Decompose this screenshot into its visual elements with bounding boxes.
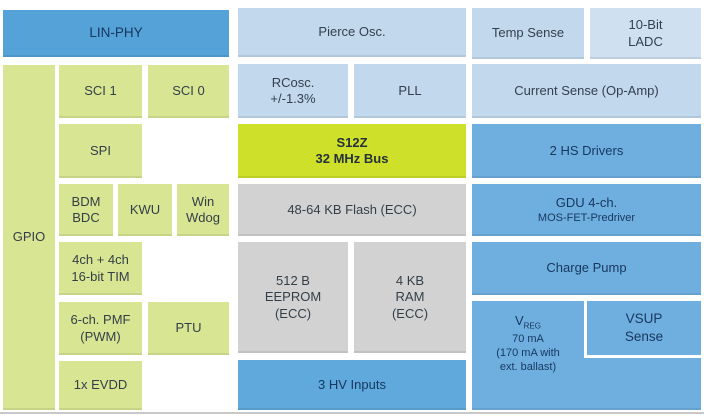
block-s12z-bus: S12Z 32 MHz Bus (238, 124, 466, 178)
block-charge-pump: Charge Pump (472, 242, 701, 295)
block-current-sense-label: Current Sense (Op-Amp) (514, 82, 659, 98)
block-tim: 4ch + 4ch 16-bit TIM (59, 242, 142, 295)
block-vreg: VREG 70 mA (170 mA with ext. ballast) VS… (472, 301, 701, 410)
vreg-subscript: REG (523, 321, 541, 331)
block-lin-phy: LIN-PHY (3, 10, 229, 57)
block-win-wdog-line1: Win (191, 193, 215, 209)
block-sci0-label: SCI 0 (172, 83, 205, 99)
block-flash: 48-64 KB Flash (ECC) (238, 184, 466, 236)
block-bdm-bdc-line2: BDC (72, 210, 100, 225)
block-ptu: PTU (148, 302, 229, 355)
block-eeprom-line1: 512 B (276, 273, 310, 289)
block-win-wdog-line2: Wdog (186, 210, 220, 225)
block-spi-label: SPI (90, 142, 111, 158)
block-eeprom-line2: EEPROM (264, 289, 322, 305)
block-vreg-line1: VREG (472, 313, 584, 332)
block-vsup-line1: VSUP (625, 311, 663, 327)
bottom-divider (0, 412, 704, 414)
block-evdd: 1x EVDD (59, 361, 142, 410)
block-ram-line3: (ECC) (391, 305, 429, 321)
block-rcosc: RCosc. +/-1.3% (238, 64, 348, 118)
block-pll-label: PLL (398, 82, 422, 98)
block-vsup-sense: VSUP Sense (584, 301, 701, 358)
block-vreg-line2: 70 mA (512, 332, 544, 345)
block-pmf-line2: (PWM) (80, 328, 121, 344)
block-rcosc-line1: RCosc. (271, 74, 315, 90)
block-lin-phy-label: LIN-PHY (89, 25, 143, 41)
block-gdu-line2: MOS-FET-Predriver (537, 211, 636, 224)
block-kwu: KWU (118, 184, 172, 236)
block-bdm-bdc: BDM BDC (59, 184, 113, 236)
block-hs-drivers-label: 2 HS Drivers (549, 142, 624, 158)
block-flash-label: 48-64 KB Flash (ECC) (287, 201, 417, 217)
block-s12z-line1: S12Z (336, 134, 368, 150)
block-s12z-line2: 32 MHz Bus (315, 151, 389, 166)
block-spi: SPI (59, 124, 142, 178)
block-sci0: SCI 0 (148, 65, 229, 118)
block-ram-line2: RAM (395, 289, 425, 305)
block-ladc-line2: LADC (628, 33, 663, 49)
block-ram-line1: 4 KB (395, 273, 425, 289)
block-pierce-osc-label: Pierce Osc. (318, 24, 386, 40)
block-ladc-line1: 10-Bit (628, 17, 663, 33)
block-gdu-line1: GDU 4-ch. (555, 194, 618, 210)
block-ladc: 10-Bit LADC (590, 8, 701, 59)
block-pmf-line1: 6-ch. PMF (70, 312, 131, 328)
block-eeprom-line3: (ECC) (274, 305, 312, 321)
block-kwu-label: KWU (129, 201, 161, 217)
block-pll: PLL (354, 64, 466, 118)
block-hs-drivers: 2 HS Drivers (472, 124, 701, 178)
block-current-sense: Current Sense (Op-Amp) (472, 64, 701, 118)
block-vreg-line3: (170 mA with (496, 346, 560, 359)
block-vreg-line4: ext. ballast) (499, 361, 557, 374)
block-rcosc-line2: +/-1.3% (270, 91, 316, 106)
block-sci1: SCI 1 (59, 65, 142, 118)
block-eeprom: 512 B EEPROM (ECC) (238, 242, 348, 353)
block-temp-sense: Temp Sense (472, 8, 584, 59)
block-vreg-text: VREG 70 mA (170 mA with ext. ballast) (472, 313, 584, 374)
block-gdu: GDU 4-ch. MOS-FET-Predriver (472, 184, 701, 236)
block-win-wdog: Win Wdog (177, 184, 229, 236)
block-bdm-bdc-line1: BDM (71, 193, 101, 209)
block-pmf-pwm: 6-ch. PMF (PWM) (59, 302, 142, 355)
block-gpio-label: GPIO (12, 229, 46, 245)
block-ptu-label: PTU (175, 320, 202, 336)
block-hv-inputs-label: 3 HV Inputs (318, 376, 386, 392)
block-temp-sense-label: Temp Sense (491, 25, 565, 41)
block-tim-line1: 4ch + 4ch (72, 252, 129, 268)
block-hv-inputs: 3 HV Inputs (238, 360, 466, 410)
block-gpio: GPIO (3, 65, 55, 410)
block-evdd-label: 1x EVDD (73, 377, 128, 393)
block-pierce-osc: Pierce Osc. (238, 8, 466, 57)
block-charge-pump-label: Charge Pump (546, 260, 627, 276)
block-ram: 4 KB RAM (ECC) (354, 242, 466, 353)
block-sci1-label: SCI 1 (84, 83, 117, 99)
vreg-symbol: V (514, 313, 524, 328)
block-tim-line2: 16-bit TIM (71, 268, 130, 284)
block-vsup-line2: Sense (624, 329, 664, 344)
